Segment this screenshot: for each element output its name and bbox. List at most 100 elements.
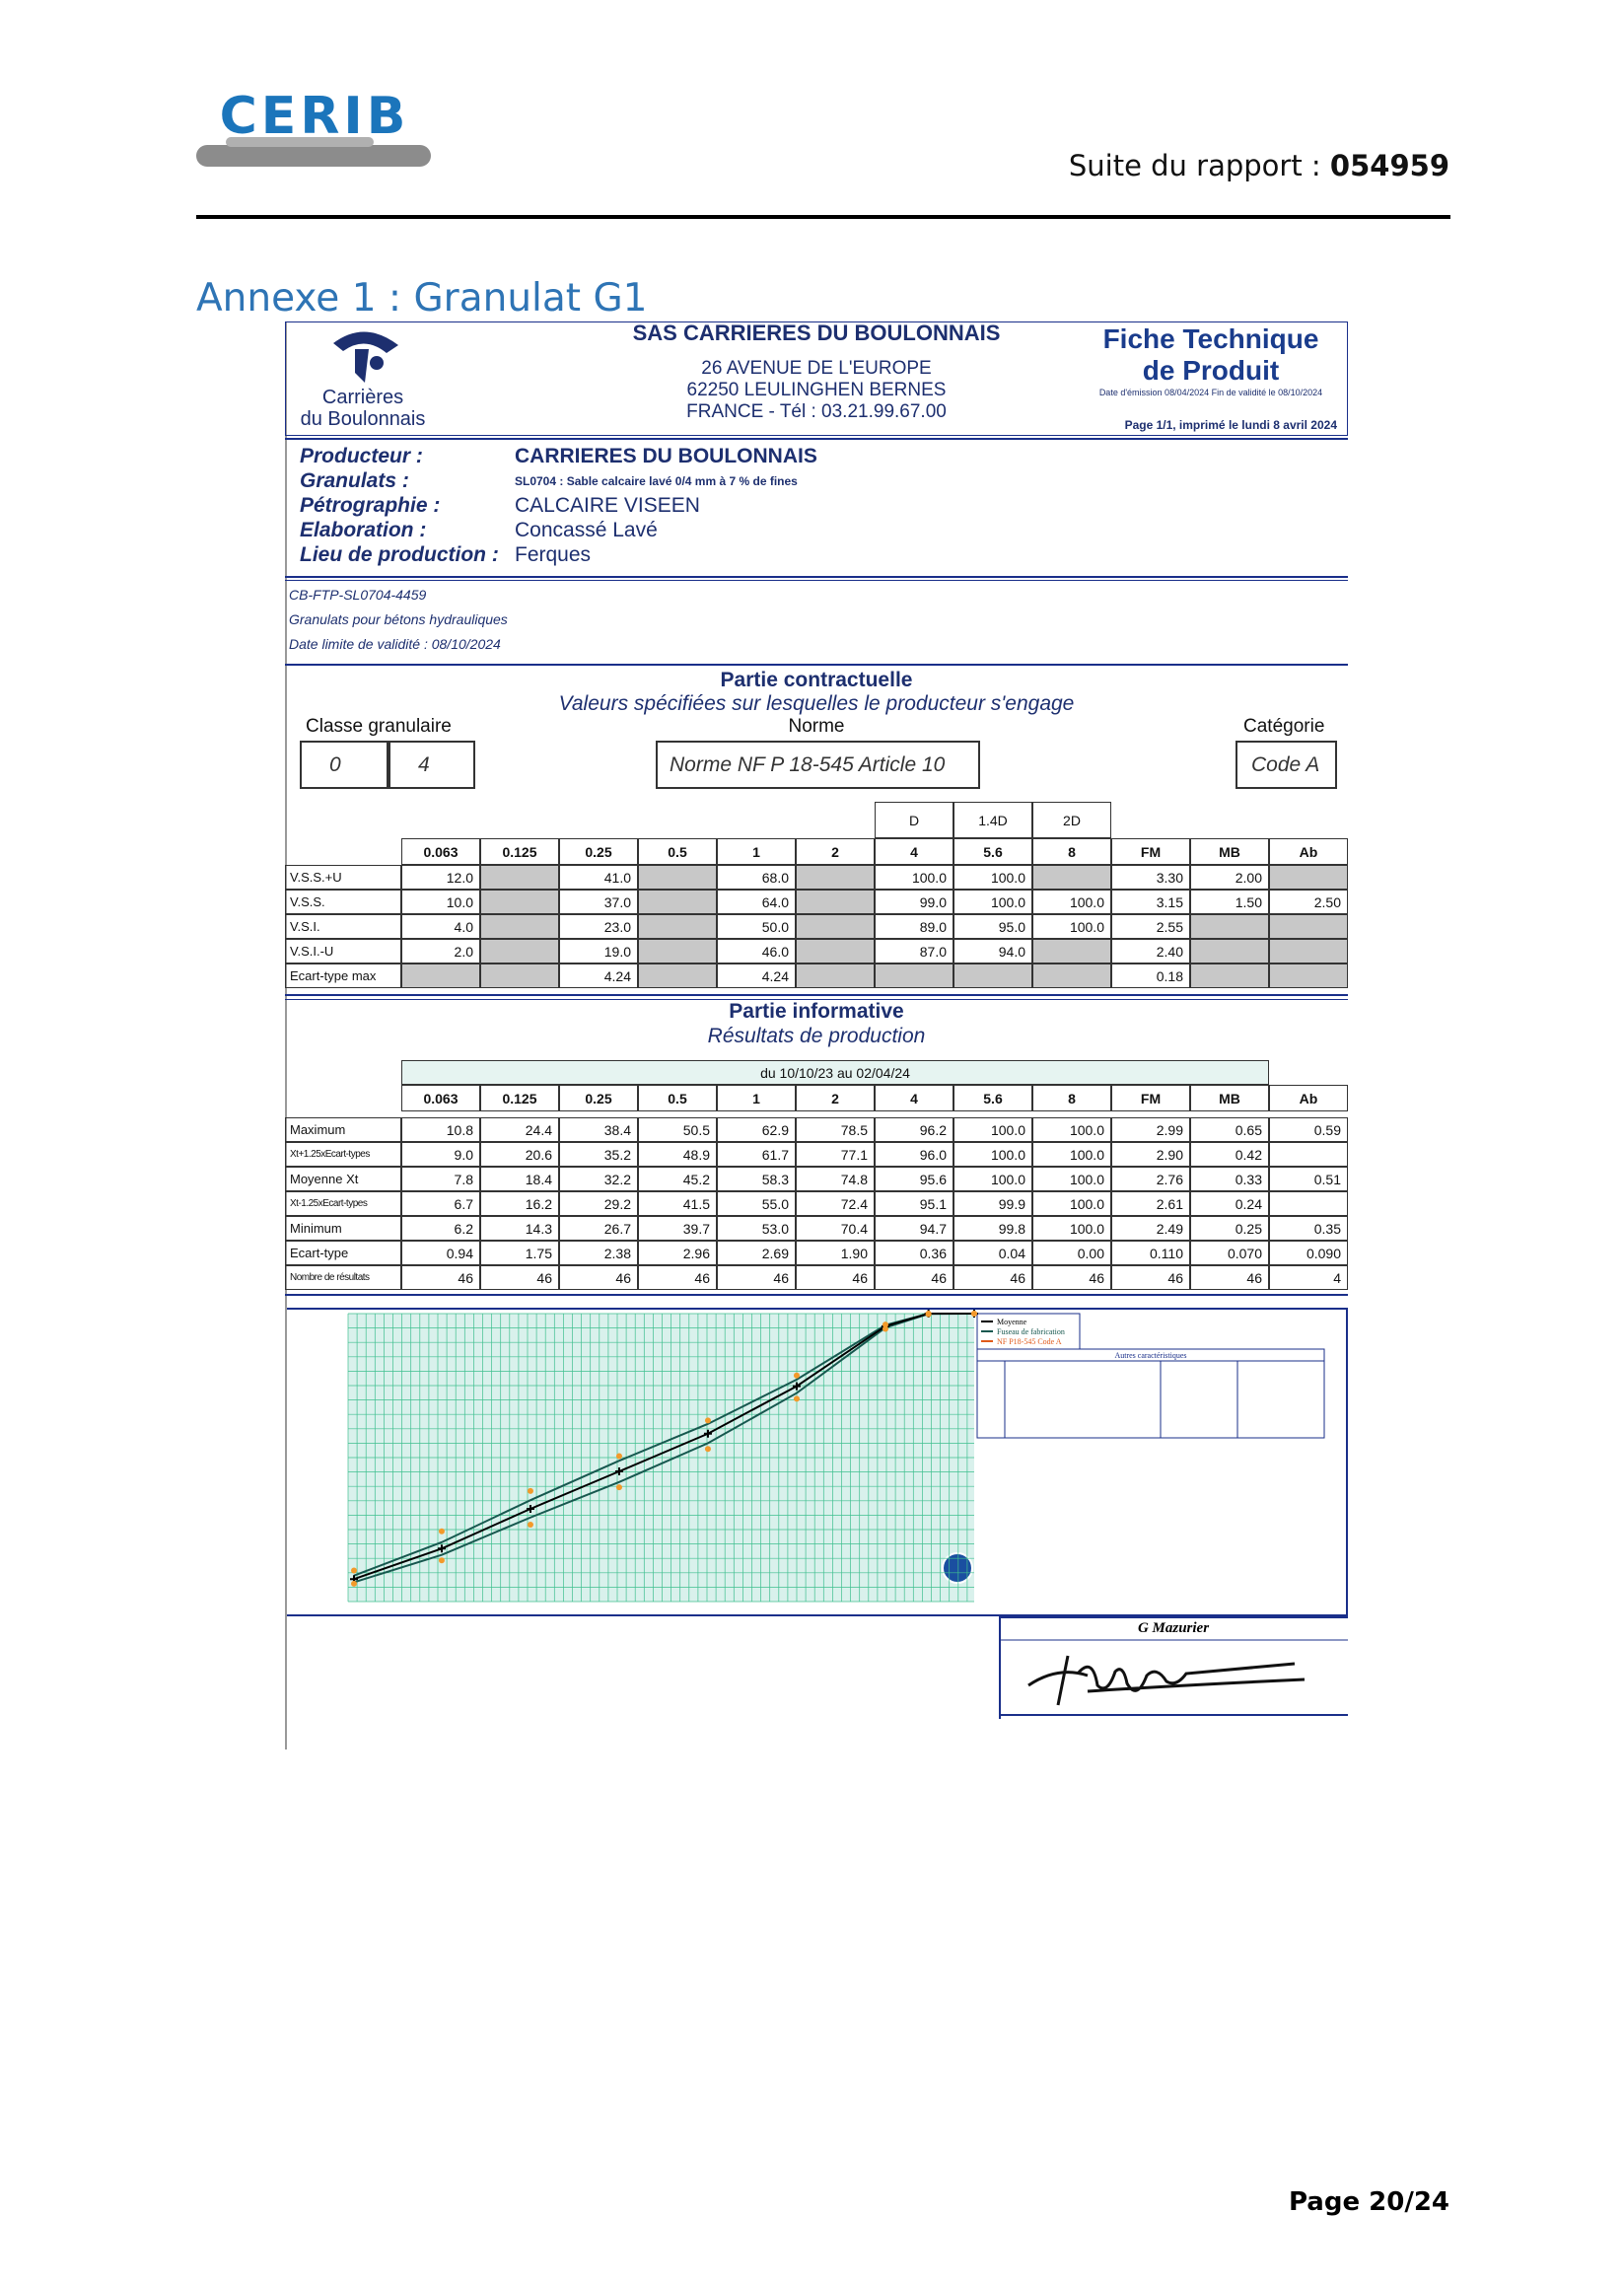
- table-cell: 46.0: [717, 939, 796, 964]
- row-label: Minimum: [285, 1216, 401, 1241]
- empty-cell: [638, 865, 717, 890]
- report-number: 054959: [1329, 149, 1449, 182]
- cerib-logo: CERIB: [196, 94, 431, 167]
- extreme-point: [704, 1446, 711, 1453]
- table-cell: 2.90: [1111, 1142, 1190, 1167]
- column-header: 2: [796, 1085, 875, 1111]
- empty-cell: [1269, 1191, 1348, 1216]
- column-header: 0.25: [559, 838, 638, 865]
- table-cell: 95.1: [875, 1191, 953, 1216]
- section-title: Partie contractuelle: [720, 669, 913, 691]
- column-header: MB: [1190, 1085, 1269, 1111]
- table-cell: 2.40: [1111, 939, 1190, 964]
- signature-scribble: [1027, 1655, 1306, 1706]
- table-cell: 4.24: [559, 964, 638, 988]
- column-header: 0.063: [401, 1085, 480, 1111]
- table-cell: 12.0: [401, 865, 480, 890]
- empty-cell: [1032, 939, 1111, 964]
- table-cell: 46: [1190, 1265, 1269, 1290]
- table-cell: 68.0: [717, 865, 796, 890]
- row-label: Moyenne Xt: [285, 1167, 401, 1191]
- rule: [285, 664, 1348, 666]
- empty-cell: [638, 964, 717, 988]
- reference: Date limite de validité : 08/10/2024: [289, 636, 501, 652]
- empty-cell: [480, 964, 559, 988]
- table-cell: 29.2: [559, 1191, 638, 1216]
- extreme-point: [351, 1567, 357, 1574]
- table-cell: 53.0: [717, 1216, 796, 1241]
- table-cell: 72.4: [796, 1191, 875, 1216]
- table-cell: 2.76: [1111, 1167, 1190, 1191]
- empty-cell: [796, 964, 875, 988]
- table-cell: 9.0: [401, 1142, 480, 1167]
- column-header: 0.5: [638, 1085, 717, 1111]
- row-label: Ecart-type: [285, 1241, 401, 1265]
- empty-cell: [638, 914, 717, 939]
- extreme-point: [615, 1484, 622, 1491]
- table-cell: 35.2: [559, 1142, 638, 1167]
- product-label: Elaboration :: [300, 519, 427, 541]
- rule: [285, 1294, 1348, 1296]
- table-cell: 58.3: [717, 1167, 796, 1191]
- table-cell: 77.1: [796, 1142, 875, 1167]
- product-label: Pétrographie :: [300, 494, 441, 517]
- table-cell: 0.110: [1111, 1241, 1190, 1265]
- column-header: 4: [875, 1085, 953, 1111]
- logo-bar: [196, 145, 431, 167]
- sieve-mark: 1.4D: [953, 802, 1032, 838]
- table-cell: 41.0: [559, 865, 638, 890]
- table-cell: 20.6: [480, 1142, 559, 1167]
- empty-cell: [796, 865, 875, 890]
- legend-label: Moyenne: [997, 1318, 1027, 1326]
- table-cell: 99.9: [953, 1191, 1032, 1216]
- table-cell: 46: [875, 1265, 953, 1290]
- column-header: 1: [717, 1085, 796, 1111]
- table-cell: 41.5: [638, 1191, 717, 1216]
- column-header: 5.6: [953, 838, 1032, 865]
- column-header: Ab: [1269, 838, 1348, 865]
- class-value: 4: [388, 741, 475, 789]
- table-cell: 2.99: [1111, 1117, 1190, 1142]
- table-cell: 0.33: [1190, 1167, 1269, 1191]
- table-cell: 46: [796, 1265, 875, 1290]
- table-cell: 2.69: [717, 1241, 796, 1265]
- annex-title: Annexe 1 : Granulat G1: [196, 276, 648, 321]
- empty-cell: [480, 914, 559, 939]
- class-value: 0: [300, 741, 388, 789]
- table-cell: 32.2: [559, 1167, 638, 1191]
- table-cell: 96.2: [875, 1117, 953, 1142]
- table-cell: 7.8: [401, 1167, 480, 1191]
- table-cell: 100.0: [1032, 1191, 1111, 1216]
- reference: Granulats pour bétons hydrauliques: [289, 611, 508, 627]
- empty-cell: [953, 964, 1032, 988]
- column-header: Ab: [1269, 1085, 1348, 1111]
- column-header: 0.125: [480, 838, 559, 865]
- product-value: Concassé Lavé: [515, 519, 658, 541]
- table-cell: 99.8: [953, 1216, 1032, 1241]
- table-cell: 2.50: [1269, 890, 1348, 914]
- table-cell: 1.90: [796, 1241, 875, 1265]
- table-cell: 100.0: [1032, 914, 1111, 939]
- rule: [285, 580, 1348, 581]
- table-cell: 100.0: [953, 1167, 1032, 1191]
- extreme-point: [615, 1453, 622, 1460]
- column-header: 0.063: [401, 838, 480, 865]
- table-cell: 100.0: [1032, 1142, 1111, 1167]
- table-cell: 2.61: [1111, 1191, 1190, 1216]
- extreme-point: [882, 1325, 888, 1332]
- company-logo-text: Carrières: [321, 387, 404, 408]
- empty-cell: [875, 964, 953, 988]
- table-cell: 2.96: [638, 1241, 717, 1265]
- table-cell: 61.7: [717, 1142, 796, 1167]
- table-cell: 99.0: [875, 890, 953, 914]
- table-cell: 18.4: [480, 1167, 559, 1191]
- table-cell: 1.75: [480, 1241, 559, 1265]
- report-label: Suite du rapport :: [1068, 149, 1321, 182]
- table-cell: 1.50: [1190, 890, 1269, 914]
- table-cell: 70.4: [796, 1216, 875, 1241]
- empty-cell: [796, 939, 875, 964]
- table-cell: 0.18: [1111, 964, 1190, 988]
- table-cell: 26.7: [559, 1216, 638, 1241]
